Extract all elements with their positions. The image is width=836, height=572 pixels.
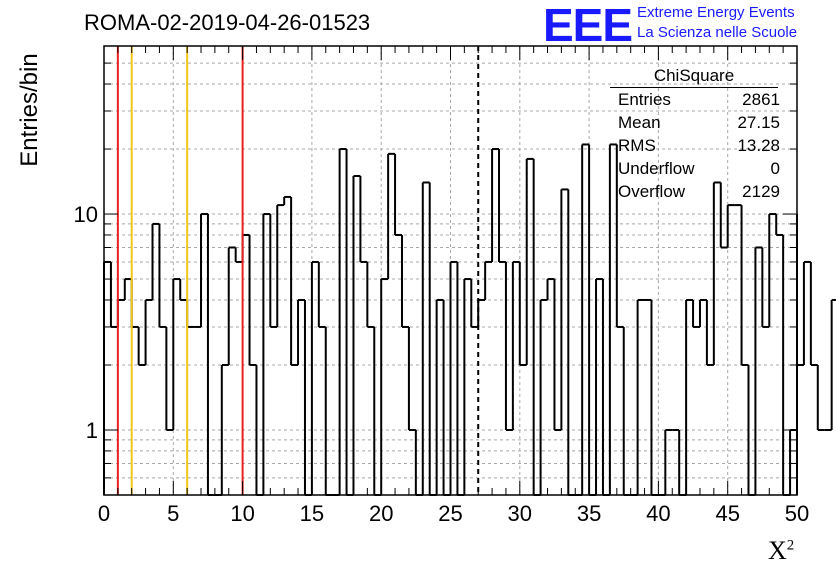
x-tick-label: 10 xyxy=(230,501,254,526)
stats-header: ChiSquare xyxy=(610,66,778,88)
x-tick-label: 15 xyxy=(300,501,324,526)
x-axis-label: X2 xyxy=(768,536,794,566)
x-tick-label: 30 xyxy=(508,501,532,526)
stats-label: Entries xyxy=(618,90,671,109)
stats-label: RMS xyxy=(618,136,656,155)
stats-value: 13.28 xyxy=(737,136,780,155)
x-tick-label: 25 xyxy=(438,501,462,526)
eee-logo: EEE xyxy=(543,0,633,51)
axis-ticks xyxy=(103,46,798,495)
x-tick-label: 20 xyxy=(369,501,393,526)
logo-line-2: La Scienza nelle Scuole xyxy=(637,24,798,41)
stats-label: Mean xyxy=(618,113,661,132)
x-tick-label: 35 xyxy=(577,501,601,526)
stats-value: 2129 xyxy=(742,182,780,201)
stats-label: Overflow xyxy=(618,182,686,201)
reference-lines xyxy=(116,46,480,495)
stats-row: Overflow 2129 xyxy=(610,182,780,205)
logo-line-1: Extreme Energy Events xyxy=(637,4,795,21)
x-tick-label: 45 xyxy=(715,501,739,526)
histogram xyxy=(103,143,836,496)
stats-value: 2861 xyxy=(742,90,780,109)
chart-title: ROMA-02-2019-04-26-01523 xyxy=(84,10,371,35)
x-tick-label: 5 xyxy=(167,501,179,526)
stats-box: ChiSquare Entries 2861 Mean 27.15 RMS 13.28… xyxy=(610,66,780,205)
tick-labels: 0 5 10 15 20 25 30 35 40 45 50 1 10 xyxy=(74,202,810,526)
stats-row: Mean 27.15 xyxy=(610,113,780,136)
x-tick-label: 50 xyxy=(785,501,809,526)
stats-row: Entries 2861 xyxy=(610,90,780,113)
x-tick-label: 0 xyxy=(98,501,110,526)
stats-row: Underflow 0 xyxy=(610,159,780,182)
x-axis-label-base: X xyxy=(768,536,787,565)
stats-label: Underflow xyxy=(618,159,695,178)
grid xyxy=(104,46,797,495)
stats-value: 27.15 xyxy=(737,113,780,132)
y-tick-label: 1 xyxy=(86,418,98,443)
stats-value: 0 xyxy=(770,159,780,178)
x-tick-label: 40 xyxy=(646,501,670,526)
stats-row: RMS 13.28 xyxy=(610,136,780,159)
y-axis-label: Entries/bin xyxy=(16,53,43,167)
y-tick-label: 10 xyxy=(74,202,98,227)
x-axis-label-sup: 2 xyxy=(786,537,795,554)
